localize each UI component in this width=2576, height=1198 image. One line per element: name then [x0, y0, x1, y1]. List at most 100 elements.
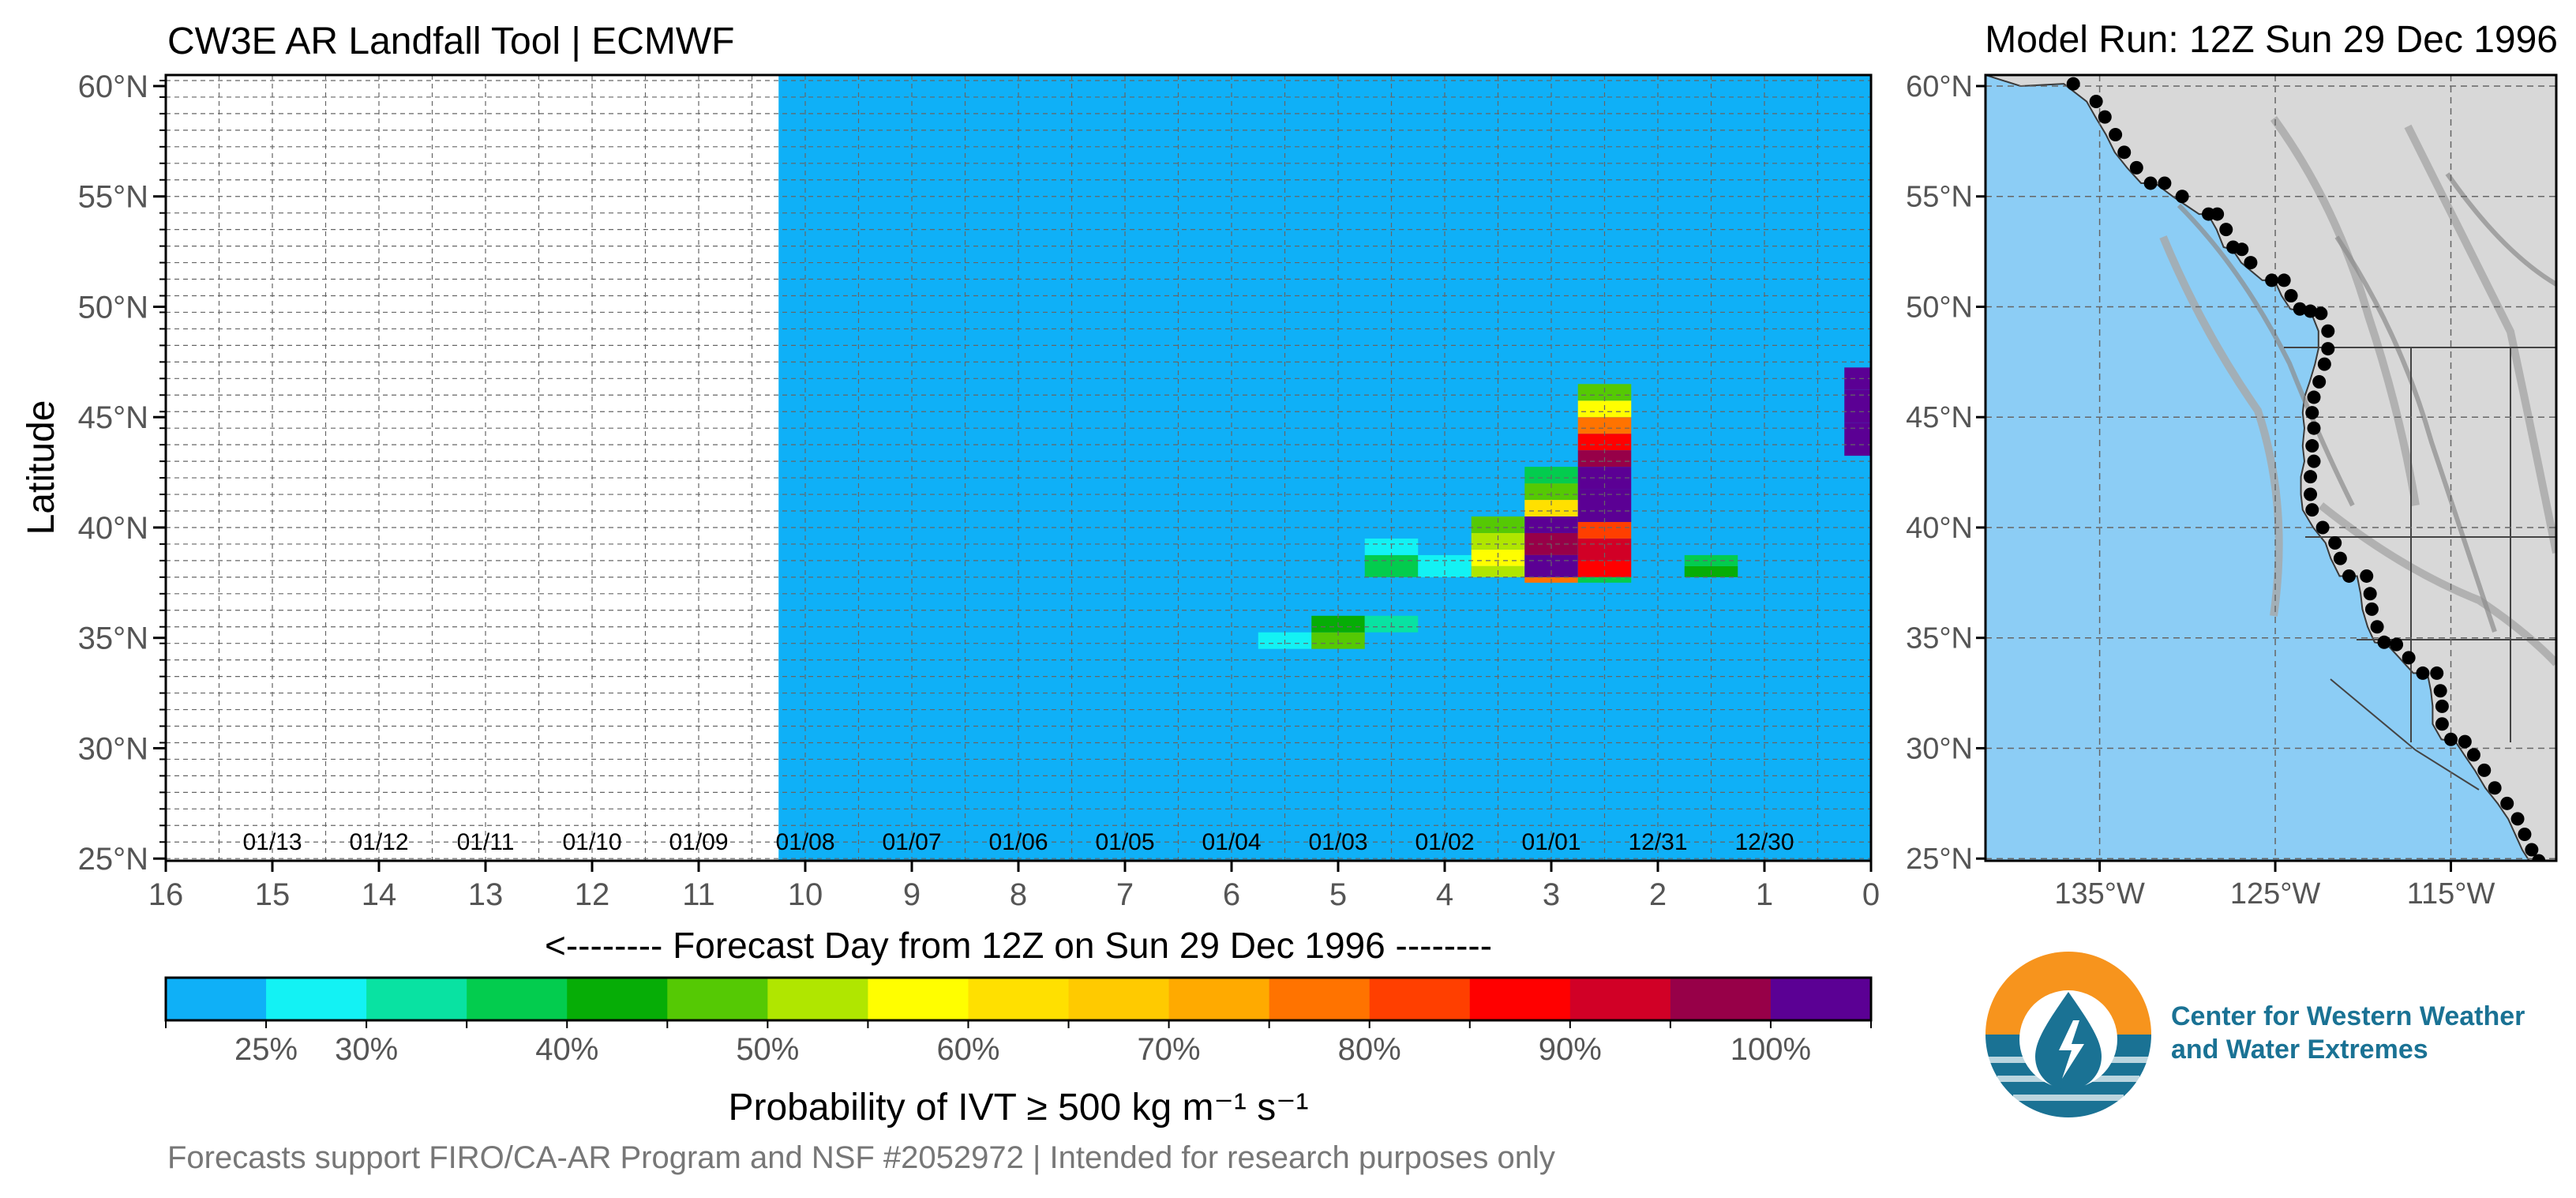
- landfall-point: [2518, 827, 2532, 841]
- landfall-point: [2265, 273, 2279, 287]
- map-y-tick-label: 60°N: [1906, 70, 1973, 103]
- date-label: 01/10: [562, 829, 621, 855]
- colorbar-segment: [868, 978, 969, 1020]
- date-label: 01/11: [457, 829, 515, 855]
- x-axis-label: <-------- Forecast Day from 12Z on Sun 2…: [545, 925, 1492, 966]
- landfall-point: [2377, 635, 2391, 649]
- date-label: 01/05: [1095, 829, 1154, 855]
- x-tick-label: 15: [255, 877, 291, 912]
- map-x-tick-label: 135°W: [2054, 877, 2145, 911]
- colorbar-segment: [1369, 978, 1471, 1020]
- map-y-tick-label: 35°N: [1906, 622, 1973, 655]
- y-axis-label: Latitude: [21, 400, 62, 535]
- landfall-point: [2219, 223, 2233, 237]
- map-x-tick-label: 125°W: [2230, 877, 2321, 911]
- map-panel: 25°N 30°N 35°N 40°N 45°N 50°N 55°N 60°N 135°W 12…: [1906, 70, 2558, 911]
- x-tick-label: 10: [788, 877, 823, 912]
- landfall-point: [2390, 637, 2404, 652]
- colorbar-segment: [366, 978, 467, 1020]
- x-tick-label: 7: [1116, 877, 1134, 912]
- model-run-label: Model Run: 12Z Sun 29 Dec 1996: [1985, 19, 2558, 61]
- landfall-point: [2305, 439, 2319, 453]
- heatmap-cell: [1684, 554, 1738, 566]
- date-label: 01/03: [1308, 829, 1367, 855]
- landfall-point: [2284, 288, 2298, 302]
- landfall-point: [2333, 551, 2347, 565]
- colorbar-tick-label: 60%: [936, 1032, 999, 1067]
- landfall-point: [2488, 781, 2502, 795]
- colorbar-segment: [467, 978, 568, 1020]
- date-label: 12/31: [1628, 829, 1687, 855]
- landfall-point: [2175, 190, 2189, 204]
- colorbar-label: Probability of IVT ≥ 500 kg m⁻¹ s⁻¹: [728, 1087, 1308, 1129]
- colorbar-tick-label: 100%: [1730, 1032, 1811, 1067]
- date-label: 01/09: [669, 829, 728, 855]
- landfall-point: [2307, 421, 2321, 435]
- landfall-point: [2244, 256, 2258, 270]
- map-state-borders: [2284, 347, 2556, 791]
- date-label: 01/12: [349, 829, 408, 855]
- landfall-point: [2477, 763, 2492, 777]
- date-label: 01/01: [1521, 829, 1580, 855]
- chart-title: CW3E AR Landfall Tool | ECMWF: [167, 21, 734, 62]
- map-y-tick-label: 45°N: [1906, 401, 1973, 434]
- map-y-tick-label: 30°N: [1906, 732, 1973, 765]
- colorbar-segment: [166, 978, 267, 1020]
- x-axis-ticks: 16 15 14 13 12 11 10 9 8 7 6 5 4 3 2 1 0: [148, 861, 1880, 912]
- x-tick-label: 3: [1543, 877, 1560, 912]
- landfall-point: [2277, 273, 2291, 287]
- landfall-point: [2430, 666, 2444, 680]
- x-tick-label: 0: [1862, 877, 1880, 912]
- landfall-point: [2117, 145, 2132, 160]
- landfall-point: [2315, 520, 2330, 535]
- heatmap-panel: 01/13 01/12 01/11 01/10 01/09 01/08 01/07 01/06…: [21, 69, 1880, 966]
- landfall-point: [2532, 854, 2546, 861]
- map-y-axis-ticks: 25°N 30°N 35°N 40°N 45°N 50°N 55°N 60°N: [1906, 70, 1985, 876]
- landfall-point: [2098, 110, 2112, 124]
- map-terrain-shading: [2159, 116, 2556, 667]
- map-x-tick-label: 115°W: [2407, 877, 2495, 911]
- colorbar-tick-label: 90%: [1539, 1032, 1602, 1067]
- x-tick-label: 1: [1756, 877, 1773, 912]
- heatmap-cell: [1844, 389, 1871, 423]
- x-tick-label: 11: [682, 877, 715, 912]
- heatmap-cell: [1524, 516, 1578, 533]
- heatmap-forecast-region: [778, 75, 1871, 861]
- y-tick-label: 25°N: [78, 842, 148, 877]
- landfall-point: [2435, 717, 2449, 731]
- date-label: 01/13: [242, 829, 302, 855]
- colorbar-segment: [567, 978, 668, 1020]
- landfall-point: [2304, 487, 2318, 501]
- landfall-point: [2143, 176, 2158, 190]
- landfall-point: [2328, 536, 2342, 550]
- y-tick-label: 55°N: [78, 180, 148, 215]
- colorbar-segments: [166, 978, 1872, 1020]
- colorbar-segment: [1168, 978, 1270, 1020]
- landfall-point: [2364, 602, 2379, 616]
- heatmap-cell: [1844, 367, 1871, 390]
- landfall-point: [2312, 374, 2327, 389]
- landfall-point: [2235, 242, 2249, 257]
- landfall-point: [2317, 357, 2331, 371]
- y-tick-label: 30°N: [78, 731, 148, 766]
- date-labels: 01/13 01/12 01/11 01/10 01/09 01/08 01/07 01/06…: [242, 829, 1794, 855]
- heatmap-gridlines: [166, 75, 1871, 861]
- date-label: 01/07: [882, 829, 941, 855]
- landfall-point: [2402, 651, 2416, 665]
- logo-wave-line: [2013, 1095, 2124, 1101]
- landfall-point: [2466, 748, 2480, 762]
- landfall-point: [2109, 127, 2123, 141]
- landfall-point: [2321, 342, 2335, 356]
- x-tick-label: 6: [1223, 877, 1240, 912]
- colorbar-segment: [266, 978, 367, 1020]
- colorbar-segment: [667, 978, 768, 1020]
- landfall-point: [2510, 812, 2525, 826]
- y-tick-label: 45°N: [78, 400, 148, 435]
- date-label: 01/04: [1202, 829, 1261, 855]
- landfall-point: [2321, 324, 2335, 338]
- landfall-point: [2066, 77, 2080, 91]
- heatmap-cell: [1577, 560, 1632, 577]
- landfall-point: [2305, 406, 2319, 420]
- colorbar-tick-label: 70%: [1138, 1032, 1201, 1067]
